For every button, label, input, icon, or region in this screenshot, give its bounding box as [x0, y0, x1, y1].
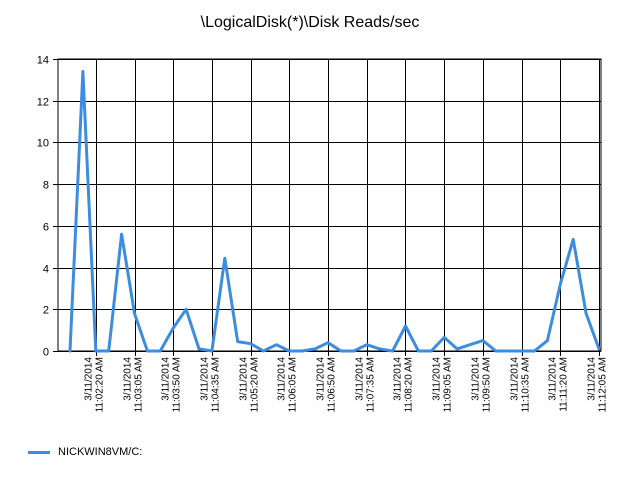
x-tick-label: 3/11/201411:03:05 AM: [123, 357, 145, 413]
y-tick-label: 8: [43, 180, 49, 192]
x-tick-label: 3/11/201411:06:05 AM: [277, 357, 299, 413]
x-tick-label: 3/11/201411:07:35 AM: [355, 357, 377, 413]
series-line: [68, 70, 601, 353]
x-tick-label: 3/11/201411:05:20 AM: [239, 357, 261, 413]
x-tick-label: 3/11/201411:02:20 AM: [84, 357, 106, 413]
x-tick-label: 3/11/201411:09:05 AM: [432, 357, 454, 413]
legend-swatch: [28, 450, 50, 454]
x-tick-label: 3/11/201411:03:50 AM: [161, 357, 183, 413]
x-tick-label: 3/11/201411:08:20 AM: [393, 357, 415, 413]
y-tick-label: 6: [43, 222, 49, 234]
x-tick-label: 3/11/201411:06:50 AM: [316, 357, 338, 413]
plot-area: [57, 58, 602, 352]
x-tick-label: 3/11/201411:12:05 AM: [587, 357, 609, 413]
x-tick-label: 3/11/201411:09:50 AM: [471, 357, 493, 413]
y-tick-label: 12: [37, 97, 49, 109]
y-tick-label: 2: [43, 305, 49, 317]
legend: NICKWIN8VM/C:: [28, 446, 142, 458]
x-tick-label: 3/11/201411:10:35 AM: [510, 357, 532, 413]
x-tick-label: 3/11/201411:11:20 AM: [548, 357, 570, 412]
legend-label: NICKWIN8VM/C:: [58, 446, 143, 458]
chart-title: \LogicalDisk(*)\Disk Reads/sec: [200, 14, 420, 31]
y-tick-label: 10: [37, 138, 49, 150]
y-tick-label: 4: [43, 264, 49, 276]
y-tick-label: 0: [43, 347, 49, 359]
x-tick-label: 3/11/201411:04:35 AM: [200, 357, 222, 413]
y-tick-label: 14: [37, 55, 49, 67]
